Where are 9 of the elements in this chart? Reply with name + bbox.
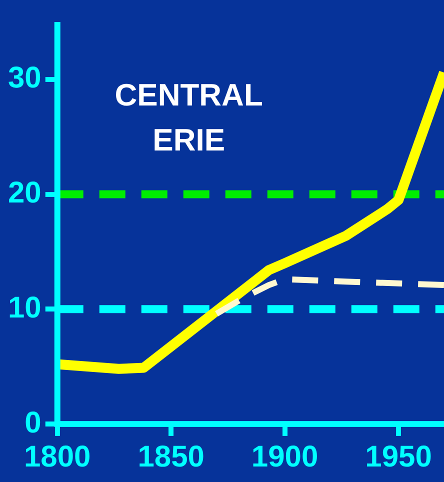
text: CENTRAL ERIE xyxy=(114,78,263,158)
x-tick-label: 1950 xyxy=(365,440,432,474)
x-tick-label: 1900 xyxy=(251,440,318,474)
y-tick-label: 0 xyxy=(24,406,42,440)
y-tick-label: 10 xyxy=(8,291,42,324)
x-tick-label: 1800 xyxy=(24,440,91,474)
y-tick-label: 20 xyxy=(8,176,42,210)
y-tick-label: 30 xyxy=(8,62,42,95)
x-tick-label: 1850 xyxy=(138,440,204,474)
